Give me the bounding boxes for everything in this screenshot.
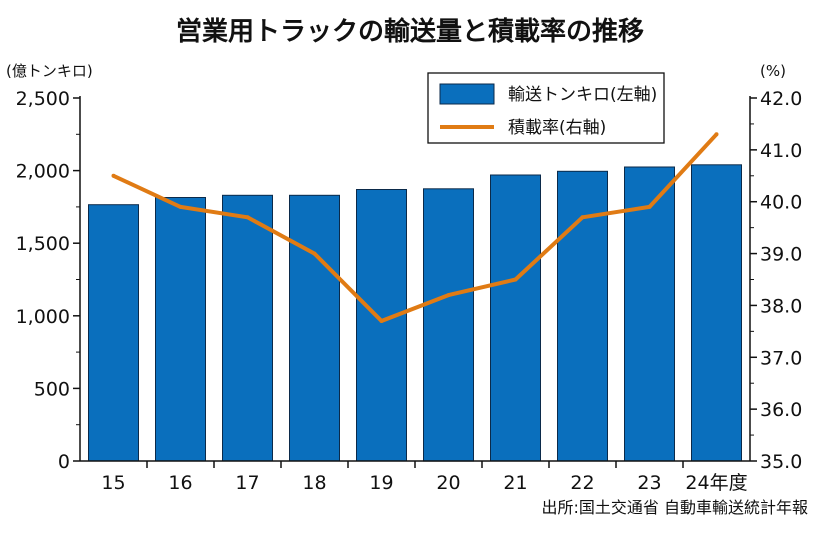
bar [88, 204, 139, 462]
left-tick-label: 500 [34, 378, 70, 400]
right-axis-unit: (%) [760, 62, 786, 80]
left-tick-label: 1,000 [16, 306, 70, 328]
x-tick-label: 20 [436, 472, 460, 494]
x-tick-label: 24年度 [685, 472, 747, 494]
line-point [312, 251, 317, 256]
x-axis-ticks: 15 16 17 18 19 20 21 22 23 24年度 [101, 461, 748, 494]
right-tick-label: 35.0 [760, 451, 802, 473]
line-point [178, 204, 183, 209]
chart-title: 営業用トラックの輸送量と積載率の推移 [176, 16, 644, 47]
bar [490, 174, 541, 462]
left-tick-label: 0 [58, 451, 70, 473]
x-tick-label: 17 [235, 472, 259, 494]
bar [691, 164, 742, 462]
line-point [513, 277, 518, 282]
source-note: 出所:国土交通省 自動車輸送統計年報 [542, 498, 808, 517]
right-tick-label: 40.0 [760, 192, 802, 214]
left-tick-label: 2,500 [16, 88, 70, 110]
left-axis-ticks: 0 500 1,000 1,500 2,000 2,500 [16, 88, 80, 473]
x-tick-label: 16 [168, 472, 192, 494]
bar [222, 194, 273, 462]
x-tick-label: 23 [637, 472, 661, 494]
right-tick-label: 41.0 [760, 140, 802, 162]
legend-swatch-bar [439, 83, 495, 105]
x-tick-label: 19 [369, 472, 393, 494]
bar [289, 194, 340, 462]
legend: 輸送トンキロ(左軸) 積載率(右軸) [427, 72, 665, 144]
line-path [112, 132, 718, 323]
left-tick-label: 1,500 [16, 233, 70, 255]
right-tick-label: 36.0 [760, 399, 802, 421]
bar [155, 197, 206, 462]
right-tick-label: 39.0 [760, 244, 802, 266]
line-series [111, 132, 719, 323]
line-point [379, 319, 384, 323]
line-point [111, 173, 116, 178]
legend-label-bar: 輸送トンキロ(左軸) [508, 85, 657, 105]
x-tick-label: 22 [570, 472, 594, 494]
x-tick-label: 15 [101, 472, 125, 494]
line-point [580, 215, 585, 220]
x-tick-label: 21 [503, 472, 527, 494]
line-point [647, 204, 652, 209]
right-axis-ticks: 35.0 36.0 37.0 38.0 39.0 40.0 41.0 42.0 [750, 88, 802, 473]
line-point [714, 132, 719, 137]
x-tick-label: 18 [302, 472, 326, 494]
right-tick-label: 37.0 [760, 347, 802, 369]
left-axis-unit: (億トンキロ) [6, 62, 93, 80]
bar-series [88, 164, 742, 462]
line-point [245, 215, 250, 220]
right-tick-label: 38.0 [760, 295, 802, 317]
right-tick-label: 42.0 [760, 88, 802, 110]
bar [356, 189, 407, 462]
left-tick-label: 2,000 [16, 161, 70, 183]
legend-label-line: 積載率(右軸) [508, 118, 606, 138]
line-point [446, 293, 451, 298]
bar [423, 188, 474, 462]
